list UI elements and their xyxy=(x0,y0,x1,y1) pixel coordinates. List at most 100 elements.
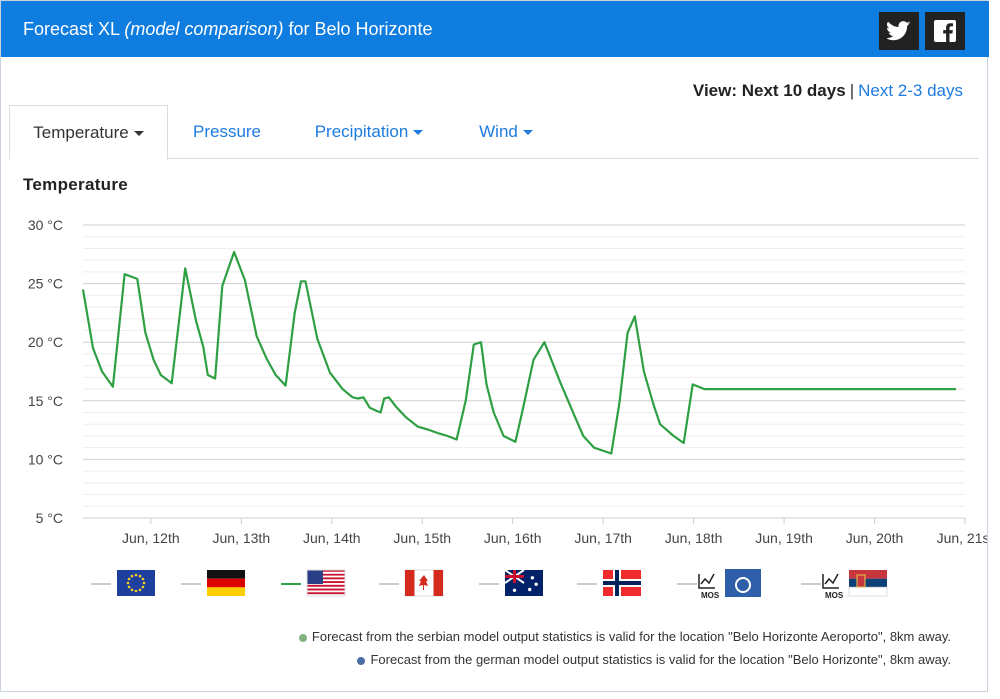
flag-emblem xyxy=(856,574,866,588)
tab-wind[interactable]: Wind xyxy=(461,105,551,159)
view-current-label: View: Next 10 days xyxy=(692,81,846,100)
flag-bar xyxy=(433,570,443,596)
note-text: Forecast from the serbian model output s… xyxy=(311,629,951,644)
tab-wind-label: Wind xyxy=(479,122,518,141)
note-text: Forecast from the german model output st… xyxy=(370,652,951,667)
view-selector: View: Next 10 days | Next 2-3 days xyxy=(693,81,963,101)
flag-stripe xyxy=(307,571,345,574)
flag-star xyxy=(138,588,142,592)
y-tick-label: 10 °C xyxy=(28,451,63,467)
flag-stripe xyxy=(848,586,888,597)
serbia-mos-flag-icon xyxy=(848,570,888,597)
flag-star xyxy=(138,574,142,578)
title-model: (model comparison) xyxy=(124,19,284,39)
serbian-mos-note: Forecast from the serbian model output s… xyxy=(298,629,951,644)
caret-down-icon xyxy=(413,130,424,136)
flag-stripe xyxy=(307,573,345,576)
x-tick-label: Jun, 20th xyxy=(846,530,904,546)
legend-item-australia[interactable] xyxy=(479,569,543,596)
x-tick-label: Jun, 19th xyxy=(755,530,813,546)
flag-star xyxy=(141,577,145,581)
panel-title: Forecast XL (model comparison) for Belo … xyxy=(23,19,433,40)
germany-flag-icon xyxy=(207,570,245,596)
x-tick-label: Jun, 21st xyxy=(937,530,987,546)
x-tick-label: Jun, 13th xyxy=(213,530,271,546)
legend-item-germany[interactable] xyxy=(181,570,245,596)
flag-star xyxy=(127,577,131,581)
flag-stripe xyxy=(307,577,345,580)
tab-temperature[interactable]: Temperature xyxy=(9,105,168,160)
flag-stripe xyxy=(307,588,345,591)
y-tick-label: 25 °C xyxy=(28,276,63,292)
flag-border xyxy=(306,569,346,597)
flag-stripe xyxy=(307,581,345,583)
chart-heading: Temperature xyxy=(23,175,129,194)
eu-flag-icon xyxy=(117,570,155,596)
series-line-usa xyxy=(81,250,956,455)
note-dot xyxy=(298,633,307,642)
norway-flag-icon xyxy=(603,570,641,596)
legend-item-usa[interactable] xyxy=(281,569,346,597)
panel-header: Forecast XL (model comparison) for Belo … xyxy=(1,1,989,57)
mos-label: MOS xyxy=(825,591,844,600)
flag-star xyxy=(134,589,138,593)
flag-stripe xyxy=(207,570,245,579)
flag-star xyxy=(512,588,517,592)
legend-item-canada[interactable] xyxy=(379,569,444,597)
flag-star xyxy=(530,576,535,580)
flag-stripe xyxy=(207,587,245,596)
flag-stripe xyxy=(307,592,345,595)
y-tick-label: 15 °C xyxy=(28,393,63,409)
flag-stripe xyxy=(307,570,345,572)
flag-star xyxy=(141,585,145,589)
x-tick-label: Jun, 16th xyxy=(484,530,542,546)
mos-trend xyxy=(824,573,839,585)
view-next-2-3-days-link[interactable]: Next 2-3 days xyxy=(858,81,963,100)
temperature-chart: 30 °C 25 °C 20 °C 15 °C 10 °C 5 °C Jun, 12th J… xyxy=(28,217,987,600)
german-mos-note: Forecast from the german model output st… xyxy=(357,652,951,667)
flag-bar xyxy=(405,570,415,596)
flag-star xyxy=(130,588,134,592)
mos-trend xyxy=(700,573,715,585)
flag-star xyxy=(127,585,131,589)
legend-item-norway[interactable] xyxy=(577,570,641,596)
twitter-icon xyxy=(887,21,911,41)
australia-flag-icon xyxy=(504,569,543,596)
y-tick-label: 5 °C xyxy=(36,510,63,526)
mos-chart-icon xyxy=(698,573,715,589)
flag-star xyxy=(534,582,538,586)
mos-chart-icon xyxy=(822,573,839,589)
title-prefix: Forecast XL xyxy=(23,19,120,39)
flag-cross xyxy=(603,581,641,585)
x-tick-label: Jun, 14th xyxy=(303,530,361,546)
caret-down-icon xyxy=(522,130,533,136)
y-tick-label: 20 °C xyxy=(28,334,63,350)
view-separator: | xyxy=(849,81,855,100)
tab-temperature-label: Temperature xyxy=(33,123,129,142)
flag-star xyxy=(528,587,532,592)
legend-item-serbia-mos[interactable]: MOS xyxy=(801,570,888,600)
flag-stripe xyxy=(307,584,345,587)
caret-down-icon xyxy=(133,131,144,137)
canada-flag-icon xyxy=(404,569,444,597)
tab-precipitation[interactable]: Precipitation xyxy=(294,105,444,159)
tab-pressure[interactable]: Pressure xyxy=(172,105,282,159)
facebook-share-button[interactable] xyxy=(925,12,965,50)
forecast-panel: Forecast XL (model comparison) for Belo … xyxy=(0,0,989,692)
x-tick-label: Jun, 17th xyxy=(574,530,632,546)
twitter-share-button[interactable] xyxy=(879,12,919,50)
flag-stripe xyxy=(207,578,245,588)
x-tick-label: Jun, 12th xyxy=(122,530,180,546)
tab-precipitation-label: Precipitation xyxy=(314,122,409,141)
flag-star xyxy=(130,574,134,578)
y-tick-label: 30 °C xyxy=(28,217,63,233)
mos-axis xyxy=(698,574,715,589)
legend-item-germany-mos[interactable]: MOS xyxy=(677,569,761,600)
dwd-swirl xyxy=(735,577,751,593)
germany-mos-flag-icon xyxy=(725,569,761,597)
legend-item-eu[interactable] xyxy=(91,570,155,596)
flag-canton xyxy=(307,570,323,585)
flag-stripe xyxy=(849,570,887,579)
x-tick-label: Jun, 18th xyxy=(665,530,723,546)
flag-stripe xyxy=(849,578,887,588)
